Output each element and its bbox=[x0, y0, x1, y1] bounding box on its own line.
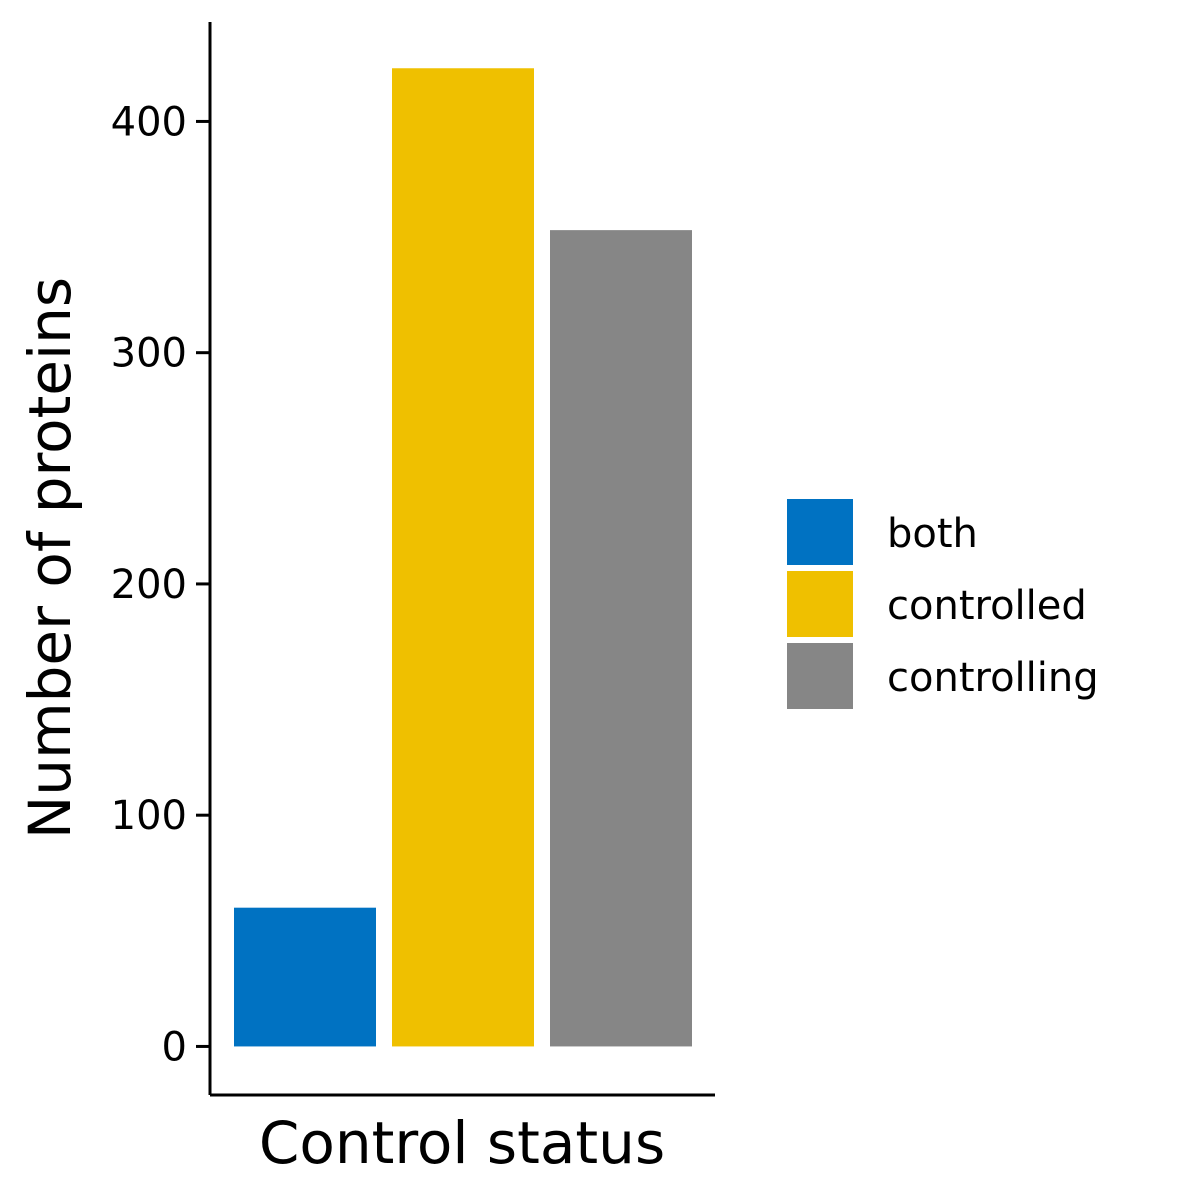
legend-label-controlling: controlling bbox=[887, 655, 1099, 701]
bars-group bbox=[234, 68, 692, 1047]
y-tick-label: 300 bbox=[111, 331, 187, 377]
bar-both bbox=[234, 907, 376, 1047]
legend-label-controlled: controlled bbox=[887, 583, 1087, 629]
y-tick-label: 400 bbox=[111, 99, 187, 145]
y-tick-label: 0 bbox=[162, 1024, 187, 1070]
x-axis-title: Control status bbox=[259, 1109, 665, 1177]
legend-key-both bbox=[787, 499, 853, 565]
y-tick-label: 200 bbox=[111, 562, 187, 608]
bar-controlling bbox=[550, 230, 692, 1047]
legend-key-controlling bbox=[787, 643, 853, 709]
legend-label-both: both bbox=[887, 511, 978, 557]
y-axis-ticks: 0 100 200 300 400 bbox=[111, 99, 210, 1070]
legend: both controlled controlling bbox=[787, 499, 1099, 709]
legend-key-controlled bbox=[787, 571, 853, 637]
y-axis-title: Number of proteins bbox=[16, 277, 84, 839]
y-tick-label: 100 bbox=[111, 793, 187, 839]
bar-controlled bbox=[392, 68, 534, 1047]
